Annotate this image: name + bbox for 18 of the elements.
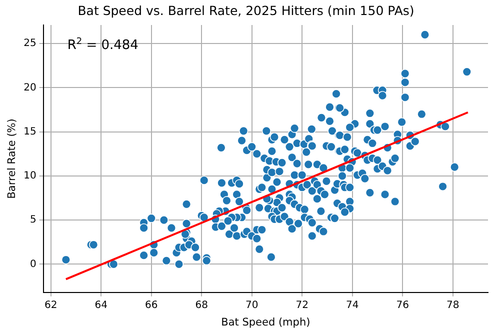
y-tick-label: 5 (30, 214, 36, 226)
x-tick-label: 68 (195, 300, 208, 311)
x-axis-title: Bat Speed (mph) (221, 316, 310, 328)
y-tick-label: 20 (24, 82, 36, 94)
x-tick-label: 62 (44, 300, 58, 311)
y-tick-label: 0 (30, 258, 36, 270)
y-tick-label: 10 (24, 170, 36, 182)
x-tick-label: 76 (396, 300, 409, 311)
y-axis-title: Barrel Rate (%) (6, 118, 18, 199)
x-tick-label: 66 (144, 300, 158, 311)
chart-title: Bat Speed vs. Barrel Rate, 2025 Hitters (min 150 PAs) (78, 2, 414, 18)
x-tick-label: 72 (296, 300, 308, 311)
y-tick-label: 15 (24, 126, 36, 138)
x-tick-label: 70 (245, 300, 258, 311)
x-tick-label: 74 (346, 300, 359, 311)
x-tick-label: 78 (446, 300, 460, 311)
x-tick-label: 64 (94, 300, 108, 311)
y-tick-label: 25 (24, 38, 36, 50)
